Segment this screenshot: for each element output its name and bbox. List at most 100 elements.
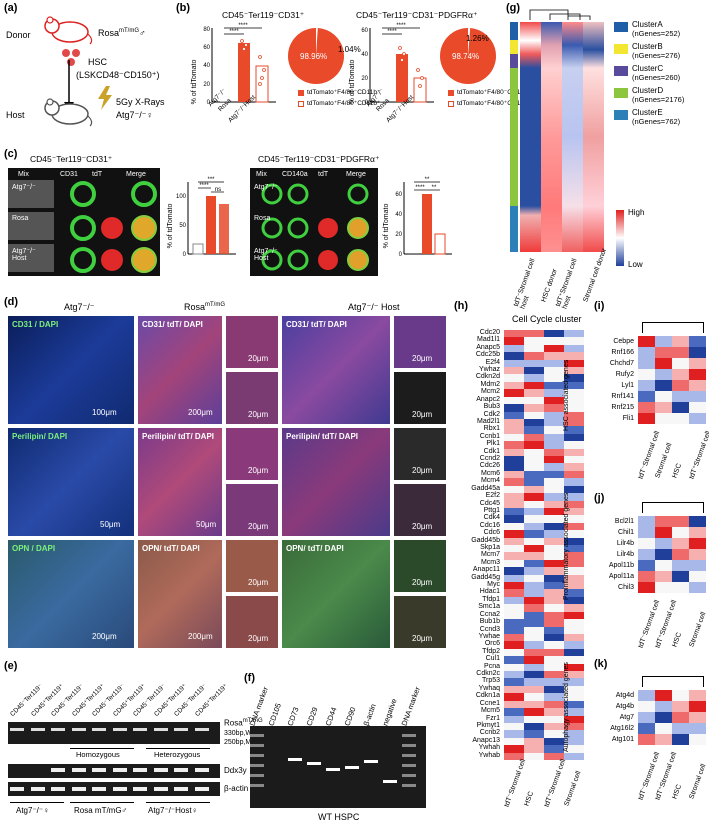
h-cell-21-1 <box>504 478 524 486</box>
k-cell-3-4 <box>689 712 706 723</box>
g-high-label: High <box>628 208 645 217</box>
h-cell-28-4 <box>564 530 584 538</box>
h-gene-mcm3: Mcm3 <box>480 558 500 566</box>
h-cell-14-4 <box>564 426 584 435</box>
j-cell-4-1 <box>638 549 655 560</box>
e-band-actin-4 <box>71 787 86 791</box>
donor-label: Donor <box>6 30 31 40</box>
h-cell-22-3 <box>544 485 564 494</box>
j-dendrogram <box>642 502 704 513</box>
h-cell-41-3 <box>544 626 564 635</box>
h-cell-55-1 <box>504 730 524 739</box>
d-row2b-label: Perilipin/ tdT/ DAPI <box>142 432 215 441</box>
donor-mouse-icon <box>44 16 93 45</box>
h-cell-3-1 <box>504 344 524 353</box>
h-cell-4-4 <box>564 352 584 360</box>
k-cell-5-2 <box>655 734 672 745</box>
b-pie-1 <box>288 28 344 84</box>
h-cell-19-4 <box>564 463 584 472</box>
e-band-ddx3y-6 <box>112 768 127 772</box>
g-legend-count-2: (nGenes=276) <box>632 51 681 60</box>
d-img-r3-c3-zoom2 <box>394 596 446 648</box>
k-gene-5: Atg101 <box>611 736 634 743</box>
h-cell-47-4 <box>564 671 584 679</box>
j-cell-2-3 <box>672 527 689 538</box>
j-cell-6-1 <box>638 571 655 582</box>
b-bar-chart-1: % of tdTomato 0 20 40 60 80 **** **** <box>191 23 276 106</box>
h-cell-2-1 <box>504 337 524 346</box>
svg-text:****: **** <box>415 185 425 191</box>
d-img-r2-c2 <box>138 428 222 536</box>
g-legend-count-1: (nGenes=252) <box>632 29 681 38</box>
h-cell-54-1 <box>504 722 524 731</box>
i-cell-6-1 <box>638 391 655 402</box>
j-col-label-4: Stromal cell <box>688 611 708 648</box>
h-cell-31-4 <box>564 552 584 561</box>
b-legend2-b: tdTomato⁺F4/80⁺CD11b⁺ <box>457 100 531 107</box>
svg-text:% of tdTomato: % of tdTomato <box>167 204 174 249</box>
h-cell-56-3 <box>544 737 564 746</box>
h-cell-41-1 <box>504 626 524 635</box>
k-cell-5-4 <box>689 734 706 745</box>
k-cell-2-2 <box>655 701 672 712</box>
i-cell-5-1 <box>638 380 655 391</box>
e-band-actin-8 <box>153 787 168 791</box>
j-cell-3-1 <box>638 538 655 549</box>
d-scale-9: 20μm <box>248 466 269 475</box>
d-col-2: RosamT/mG <box>184 302 225 312</box>
f-band-9-5 <box>402 774 416 777</box>
h-gene-cdk2: Cdk2 <box>483 410 500 418</box>
i-gene-3: Chchd7 <box>609 360 634 367</box>
f-lane-label-3: CD73 <box>285 705 301 727</box>
b-pie1-big: 98.96% <box>300 52 328 61</box>
h-cell-43-1 <box>504 641 524 650</box>
h-cell-18-1 <box>504 456 524 464</box>
h-cell-43-2 <box>524 641 544 650</box>
h-cell-35-2 <box>524 582 544 590</box>
d-col-3: Atg7⁻/⁻ Host <box>348 302 400 312</box>
k-cell-5-3 <box>672 734 689 745</box>
h-cell-19-1 <box>504 463 524 472</box>
svg-text:% of tdTomato: % of tdTomato <box>349 60 356 105</box>
h-cell-45-3 <box>544 656 564 664</box>
d-row1b-label: CD31/ tdT/ DAPI <box>142 320 203 329</box>
j-cell-1-2 <box>655 516 672 527</box>
h-gene-anapc2: Anapc2 <box>476 395 500 403</box>
f-band-1-6 <box>250 784 264 787</box>
j-gene-5: Apol11b <box>608 562 634 569</box>
c1-row-2: Rosa <box>12 215 29 222</box>
h-cell-27-1 <box>504 522 524 531</box>
k-col-label-4: Stromal cell <box>688 763 708 800</box>
h-cell-18-3 <box>544 456 564 464</box>
h-cell-30-3 <box>544 545 564 553</box>
i-cell-4-1 <box>638 369 655 380</box>
d-img-r3-c3 <box>282 540 390 648</box>
h-cell-12-2 <box>524 411 544 420</box>
i-cell-3-3 <box>672 358 689 369</box>
c1-row-3: Atg7⁻/⁻ Host <box>12 248 36 262</box>
h-cell-53-3 <box>544 715 564 724</box>
k-gene-3: Atg7 <box>619 714 634 721</box>
svg-text:ns: ns <box>215 187 221 193</box>
h-cell-47-1 <box>504 671 524 679</box>
e-band-actin-5 <box>92 787 106 791</box>
i-cell-1-2 <box>655 336 672 347</box>
h-cell-49-2 <box>524 685 544 694</box>
h-cell-37-3 <box>544 596 564 605</box>
i-cell-6-3 <box>672 391 689 402</box>
g-legend-name-2: ClusterB <box>632 42 663 51</box>
h-cell-58-4 <box>564 752 584 761</box>
i-cell-8-4 <box>689 413 706 424</box>
h-cell-48-4 <box>564 678 584 687</box>
h-cell-11-1 <box>504 404 524 412</box>
j-cell-4-2 <box>655 549 672 560</box>
h-cell-32-3 <box>544 559 564 568</box>
h-cell-23-2 <box>524 493 544 501</box>
h-cell-35-4 <box>564 582 584 590</box>
h-gene-orc6: Orc6 <box>484 640 500 648</box>
svg-text:****: **** <box>238 23 248 29</box>
e-band-ddx3y-9 <box>174 768 188 772</box>
svg-text:tdT: tdT <box>92 171 103 178</box>
svg-text:20: 20 <box>361 76 368 82</box>
h-cell-37-4 <box>564 596 584 605</box>
